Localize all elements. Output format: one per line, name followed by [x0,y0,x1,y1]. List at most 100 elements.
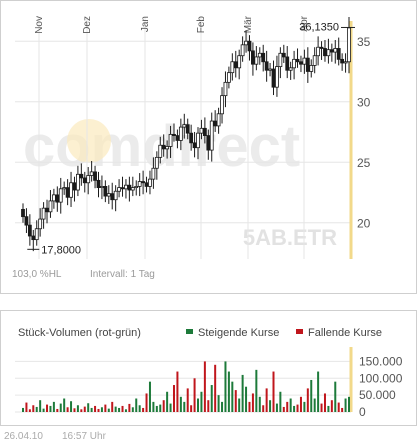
candle-body [161,144,166,150]
candle-body [93,171,97,181]
candle-body [206,135,211,151]
volume-bar [320,403,323,412]
candle-body [305,57,310,72]
candle-body [76,173,80,191]
candle-body [329,49,334,53]
candle-body [144,182,149,187]
candle-body [45,207,49,213]
candle-body [86,175,91,184]
candle-body [316,46,321,57]
legend-rising-swatch [186,329,193,334]
volume-bar [289,398,292,412]
volume-bar [293,405,296,412]
volume-bar [42,408,45,412]
candle-body [110,193,115,201]
candle-body [100,185,104,189]
volume-bar [296,404,299,412]
candle-body [172,133,176,136]
volume-bar [111,401,114,412]
candle-body [237,55,242,69]
volume-bar [124,409,127,412]
volume-bar [83,406,86,412]
candle-body [158,144,163,158]
candle-body [333,48,338,53]
volume-bar [162,400,165,412]
candle-body [278,52,283,68]
watermark-accent [67,119,111,163]
volume-bar [172,385,175,412]
candle-body [319,46,324,49]
volume-bar [221,401,224,412]
candle-body [343,61,348,64]
volume-bar [200,391,203,412]
volume-bar [118,407,121,412]
candle-body [199,127,204,134]
volume-bar [241,374,244,412]
volume-bar [286,401,289,412]
volume-bar [224,361,227,412]
volume-bar [197,398,200,412]
volume-bar [344,398,347,412]
candle-body [261,52,266,63]
volume-bar [128,403,131,412]
volume-bar [269,400,272,412]
candle-body [130,187,135,191]
candle-body [106,193,111,197]
volume-bar [179,396,182,412]
candle-body [244,40,248,46]
candle-body [285,56,290,71]
candle-body [275,66,279,88]
candle-body [148,178,152,187]
x-tick-label: Apr [299,15,310,31]
volume-bar [303,401,306,412]
candle-body [51,194,56,202]
candle-body [62,187,67,190]
candle-body [288,67,293,71]
candle-body [38,218,43,230]
volume-bar [56,408,59,412]
volume-bar [238,398,241,412]
volume-bar [148,381,151,412]
candle-body [134,185,139,189]
volume-bar [59,403,62,412]
candle-body [31,235,36,241]
volume-bar [104,404,107,412]
x-tick-label: Feb [196,16,207,34]
volume-bar [35,406,38,412]
candle-body [220,95,224,115]
candle-body [189,132,194,144]
volume-bar [214,364,217,412]
candle-body [223,81,228,97]
candle-body [137,181,142,187]
volume-bar [100,407,103,412]
candle-body [48,200,53,213]
volume-bar [25,402,28,412]
volume-bar [135,398,138,412]
volume-bar [234,390,237,412]
candle-body [103,185,108,197]
volume-bar [341,407,344,412]
legend-falling-swatch [296,329,303,334]
candle-body [309,65,314,72]
volume-bar [121,405,124,412]
volume-bar [255,369,258,412]
volume-bar [97,408,100,412]
volume-bar [138,405,141,412]
volume-bar [80,409,83,412]
candle-body [299,61,303,65]
volume-bar [52,401,55,412]
volume-bar [46,404,49,412]
volume-bar [334,381,337,412]
candle-body [254,56,259,65]
candle-body [292,58,296,69]
legend-rising-label: Steigende Kurse [198,327,280,339]
candle-body [185,124,190,134]
candle-body [281,52,286,58]
candle-body [96,179,101,189]
volume-bar [22,407,24,412]
volume-bar [28,409,31,412]
volume-bar [70,401,73,412]
candle-body [151,167,156,180]
volume-bar [203,361,206,412]
volume-bar [152,401,155,412]
